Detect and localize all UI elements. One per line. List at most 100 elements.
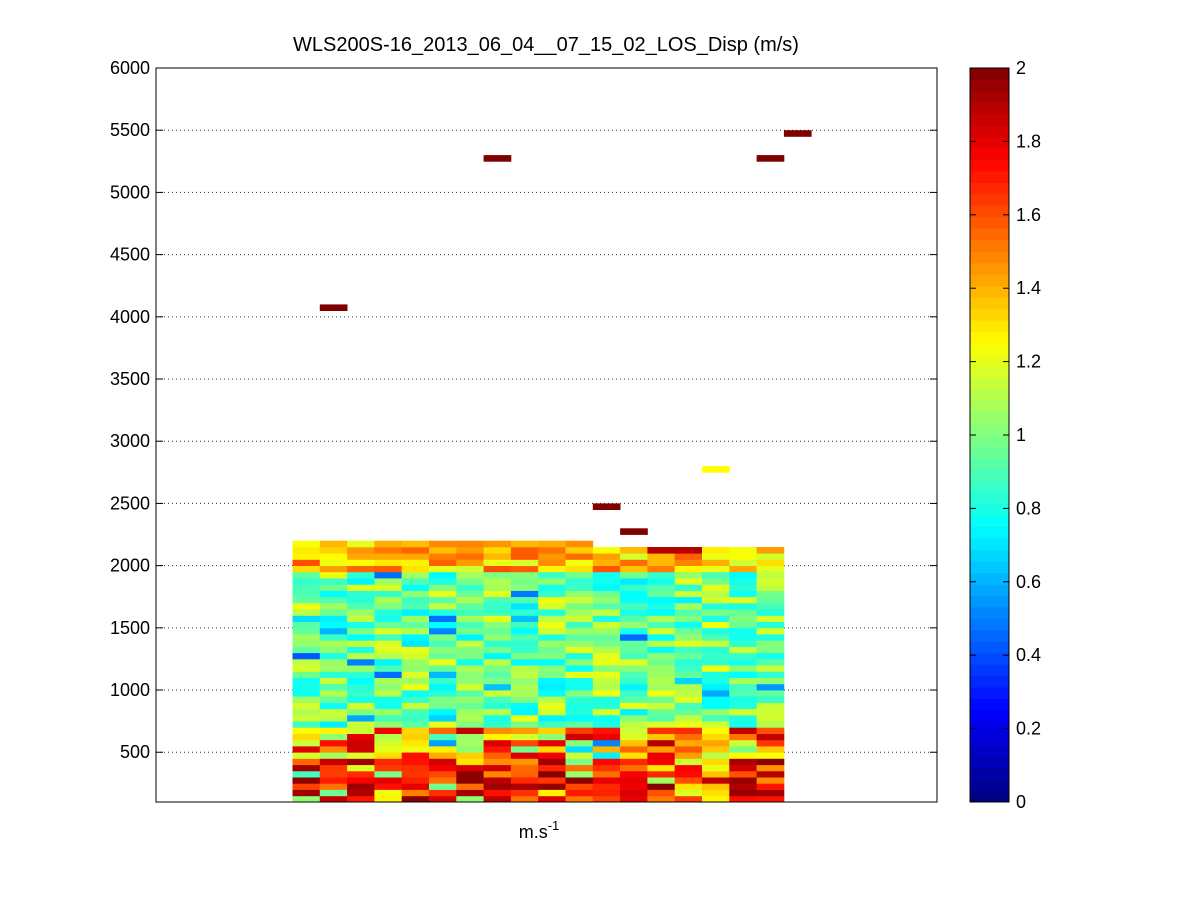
heatmap-cell — [429, 646, 457, 654]
heatmap-cell — [429, 683, 457, 691]
heatmap-cell — [756, 621, 785, 629]
heatmap-cell — [347, 590, 375, 598]
heatmap-cell — [319, 540, 348, 548]
heatmap-cell — [510, 540, 539, 548]
colorbar-step — [970, 687, 1009, 700]
heatmap-cell — [702, 795, 730, 803]
heatmap-cell — [374, 677, 403, 685]
heatmap-cell — [729, 696, 757, 703]
heatmap-cell — [674, 702, 703, 710]
heatmap-cell — [319, 783, 348, 790]
heatmap-cell — [456, 658, 484, 666]
heatmap-cell — [292, 547, 321, 554]
heatmap-cell — [347, 696, 375, 703]
heatmap-cell — [292, 702, 321, 710]
heatmap-cell — [374, 590, 403, 598]
heatmap-cell — [538, 646, 566, 654]
heatmap-cell — [319, 746, 348, 753]
heatmap-cell — [620, 733, 648, 741]
heatmap-cell — [401, 578, 430, 585]
colorbar-step — [970, 652, 1009, 665]
heatmap-cell — [429, 540, 457, 548]
heatmap-cell — [456, 602, 484, 610]
heatmap-cell — [674, 615, 703, 622]
heatmap-cell — [510, 789, 539, 797]
heatmap-cell — [729, 714, 757, 722]
heatmap-cell — [292, 652, 321, 660]
heatmap-cell — [620, 565, 648, 573]
heatmap-cell — [674, 559, 703, 566]
heatmap-cell — [510, 783, 539, 790]
heatmap-cell — [510, 671, 539, 678]
heatmap-cell — [647, 783, 676, 790]
heatmap-cell — [347, 621, 375, 629]
colorbar-step — [970, 744, 1009, 757]
heatmap-cell — [374, 571, 403, 579]
colorbar-step — [970, 217, 1009, 229]
colorbar-step — [970, 136, 1009, 149]
heatmap-cell — [374, 627, 403, 635]
heatmap-cell — [429, 727, 457, 734]
heatmap-cell — [510, 615, 539, 622]
heatmap-cell — [729, 764, 757, 772]
heatmap-cell — [401, 696, 430, 703]
colorbar-step — [970, 526, 1009, 539]
heatmap-cell — [674, 634, 703, 641]
heatmap-cell — [510, 578, 539, 585]
heatmap-cell — [429, 783, 457, 790]
heatmap-cell — [674, 646, 703, 654]
heatmap-cell — [374, 739, 403, 747]
heatmap-cell — [647, 646, 676, 654]
colorbar-step — [970, 320, 1009, 333]
heatmap-cell — [592, 789, 621, 797]
heatmap-cell — [429, 764, 457, 772]
heatmap-cell — [592, 559, 621, 566]
heatmap-cell — [674, 627, 703, 635]
heatmap-cell — [374, 733, 403, 741]
colorbar-tick-label: 0 — [1016, 792, 1026, 812]
heatmap-cell — [319, 714, 348, 722]
heatmap-cell — [565, 758, 594, 766]
heatmap-cell — [374, 746, 403, 753]
heatmap-cell — [510, 714, 539, 722]
heatmap-cell — [756, 627, 785, 635]
colorbar-tick-label: 1.6 — [1016, 205, 1041, 225]
heatmap-cell — [483, 690, 512, 697]
isolated-cell — [592, 503, 621, 510]
heatmap-cell — [565, 690, 594, 697]
colorbar-step — [970, 262, 1009, 275]
heatmap-cell — [592, 671, 621, 678]
heatmap-cell — [647, 721, 676, 728]
heatmap-cell — [374, 690, 403, 697]
heatmap-cell — [756, 721, 785, 728]
colorbar-tick-label: 1.2 — [1016, 352, 1041, 372]
heatmap-cell — [456, 640, 484, 647]
heatmap-cell — [756, 770, 785, 778]
heatmap-cell — [565, 770, 594, 778]
heatmap-cell — [401, 739, 430, 747]
heatmap-cell — [429, 733, 457, 741]
heatmap-cell — [674, 590, 703, 598]
heatmap-cell — [456, 714, 484, 722]
colorbar-tick-label: 0.6 — [1016, 572, 1041, 592]
y-tick-label: 2500 — [110, 493, 150, 513]
heatmap-cell — [292, 578, 321, 585]
heatmap-cell — [674, 727, 703, 734]
heatmap-cell — [620, 658, 648, 666]
heatmap-cell — [538, 602, 566, 610]
heatmap-cell — [702, 714, 730, 722]
heatmap-cell — [674, 696, 703, 703]
heatmap-cell — [483, 646, 512, 654]
heatmap-cell — [756, 652, 785, 660]
heatmap-cell — [292, 584, 321, 591]
heatmap-cell — [620, 683, 648, 691]
heatmap-cell — [510, 665, 539, 672]
colorbar-step — [970, 629, 1009, 642]
heatmap-cell — [401, 627, 430, 635]
heatmap-cell — [319, 789, 348, 797]
heatmap-cell — [347, 596, 375, 604]
heatmap-cell — [456, 565, 484, 573]
heatmap-cell — [702, 683, 730, 691]
colorbar-step — [970, 343, 1009, 356]
heatmap-cell — [347, 739, 375, 747]
